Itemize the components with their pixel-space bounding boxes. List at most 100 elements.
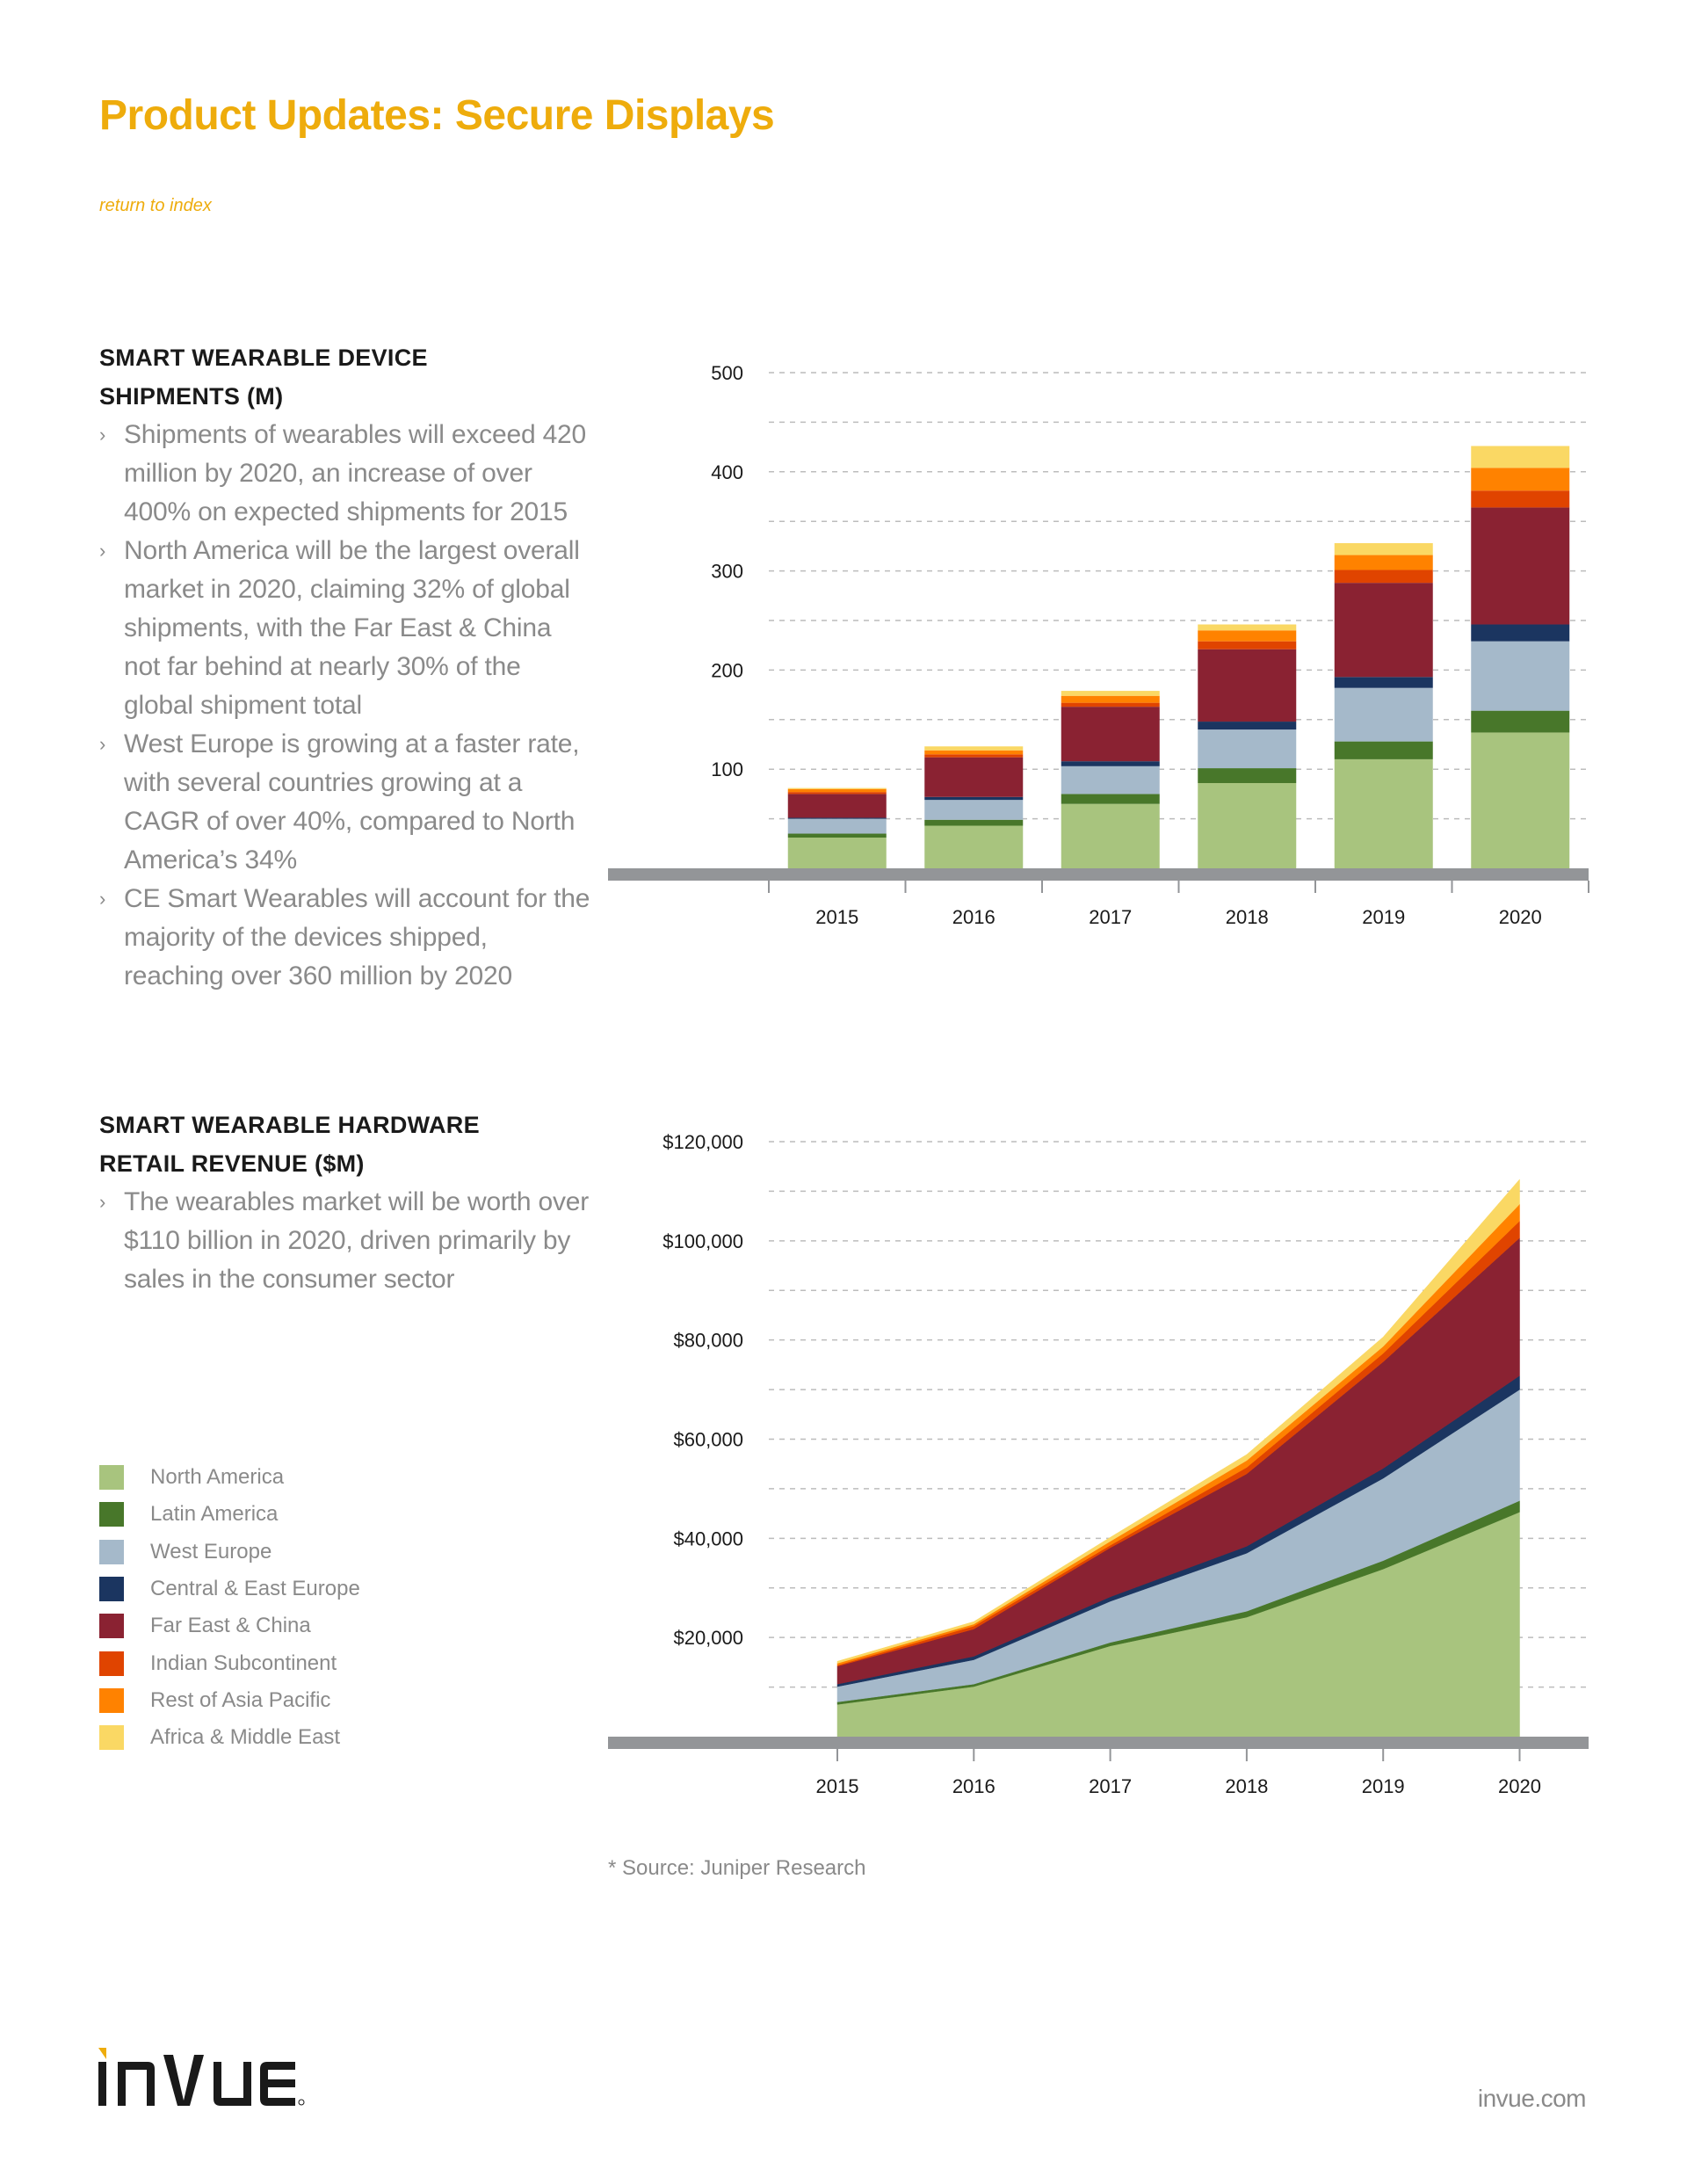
bar-segment-africa-middle-east <box>924 746 1024 751</box>
page-title: Product Updates: Secure Displays <box>99 92 775 139</box>
bar-segment-rest-of-asia-pacific <box>1471 468 1570 491</box>
bar-segment-indian-subcontinent <box>787 792 887 795</box>
chart-legend: North America Latin America West Europe Cen… <box>99 1459 360 1756</box>
x-tick-label: 2020 <box>1499 906 1542 928</box>
legend-label: Africa & Middle East <box>150 1725 341 1750</box>
bar-segment-latin-america <box>1061 794 1160 804</box>
legend-swatch <box>99 1502 124 1527</box>
bar-segment-latin-america <box>1471 710 1570 733</box>
x-tick-label: 2017 <box>1089 1775 1132 1797</box>
bullet-text: Shipments of wearables will exceed 420 m… <box>124 420 587 526</box>
bar-segment-latin-america <box>1334 741 1433 759</box>
legend-swatch <box>99 1577 124 1602</box>
legend-item: Indian Subcontinent <box>99 1644 360 1681</box>
shipments-section: SMART WEARABLE DEVICE SHIPMENTS (M) › Sh… <box>99 338 591 996</box>
bar-segment-indian-subcontinent <box>1061 702 1160 707</box>
bar-segment-africa-middle-east <box>1334 543 1433 555</box>
bar-segment-west-europe <box>1471 641 1570 711</box>
x-tick-label: 2015 <box>816 1775 859 1797</box>
shipments-bar-chart: 100 200 300 400 500 2015 2016 2017 2018 2019 2020 <box>608 362 1589 928</box>
return-to-index-link[interactable]: return to index <box>99 196 212 215</box>
bullet-item: › The wearables market will be worth over… <box>99 1183 591 1299</box>
legend-label: Rest of Asia Pacific <box>150 1687 331 1712</box>
bar-segment-far-east-china <box>924 757 1024 797</box>
section-heading-line: SMART WEARABLE HARDWARE <box>99 1112 480 1138</box>
chevron-right-icon: › <box>99 540 106 562</box>
legend-swatch <box>99 1687 124 1713</box>
chevron-right-icon: › <box>99 733 106 755</box>
bar-segment-far-east-china <box>1334 583 1433 678</box>
legend-label: North America <box>150 1465 285 1490</box>
bullet-item: › North America will be the largest overa… <box>99 532 591 725</box>
bar-segment-north-america <box>787 838 887 868</box>
legend-label: Far East & China <box>150 1614 311 1638</box>
y-tick-label: 100 <box>711 758 743 780</box>
bar-segment-central-east-europe <box>1471 624 1570 642</box>
y-tick-label: 400 <box>711 461 743 483</box>
bullet-item: › CE Smart Wearables will account for the… <box>99 880 591 996</box>
legend-item: Central & East Europe <box>99 1571 360 1607</box>
section-heading-line: RETAIL REVENUE ($M) <box>99 1150 365 1177</box>
bullet-text: North America will be the largest overal… <box>124 536 580 720</box>
bar-segment-west-europe <box>1334 687 1433 742</box>
bullet-text: West Europe is growing at a faster rate,… <box>124 729 580 874</box>
y-tick-label: $80,000 <box>673 1330 743 1352</box>
bar-segment-west-europe <box>1061 765 1160 795</box>
chevron-right-icon: › <box>99 424 106 446</box>
legend-swatch <box>99 1539 124 1564</box>
legend-item: Africa & Middle East <box>99 1719 360 1756</box>
bar-segment-rest-of-asia-pacific <box>1198 630 1297 642</box>
bar-segment-north-america <box>1061 803 1160 868</box>
bar-segment-rest-of-asia-pacific <box>787 788 887 793</box>
legend-item: Far East & China <box>99 1607 360 1644</box>
bar-segment-west-europe <box>787 818 887 834</box>
chevron-right-icon: › <box>99 888 106 910</box>
legend-swatch <box>99 1651 124 1676</box>
invue-logo <box>98 2048 415 2109</box>
bar-segment-far-east-china <box>787 794 887 818</box>
bar-segment-indian-subcontinent <box>1198 641 1297 649</box>
bullet-text: The wearables market will be worth over … <box>124 1187 590 1294</box>
bar-segment-north-america <box>1198 782 1297 868</box>
x-tick-label: 2020 <box>1498 1775 1541 1797</box>
y-tick-label: 500 <box>711 362 743 384</box>
legend-item: West Europe <box>99 1534 360 1571</box>
legend-label: Indian Subcontinent <box>150 1651 337 1675</box>
bullet-item: › Shipments of wearables will exceed 420… <box>99 416 591 532</box>
bar-segment-central-east-europe <box>787 817 887 819</box>
legend-label: Latin America <box>150 1502 279 1527</box>
y-tick-label: $120,000 <box>662 1131 743 1153</box>
legend-swatch <box>99 1725 124 1751</box>
bar-segment-africa-middle-east <box>1198 624 1297 631</box>
bar-segment-rest-of-asia-pacific <box>1061 695 1160 703</box>
source-note: * Source: Juniper Research <box>608 1856 866 1880</box>
bar-segment-north-america <box>1334 758 1433 868</box>
bar-segment-west-europe <box>924 800 1024 820</box>
legend-item: North America <box>99 1459 360 1496</box>
bar-segment-central-east-europe <box>924 796 1024 801</box>
y-tick-label: 300 <box>711 561 743 583</box>
y-tick-label: $40,000 <box>673 1527 743 1549</box>
bar-segment-indian-subcontinent <box>1334 570 1433 584</box>
bullet-item: › West Europe is growing at a faster rate… <box>99 725 591 880</box>
bar-segment-latin-america <box>924 819 1024 826</box>
website-link[interactable]: invue.com <box>1477 2085 1587 2112</box>
x-tick-label: 2018 <box>1226 906 1269 928</box>
bullet-text: CE Smart Wearables will account for the … <box>124 884 590 990</box>
revenue-area-chart: $20,000 $40,000 $60,000 $80,000 $100,000 $120… <box>608 1131 1589 1797</box>
section-heading: SMART WEARABLE HARDWARE RETAIL REVENUE (… <box>99 1106 591 1183</box>
bar-segment-latin-america <box>1198 768 1297 783</box>
legend-label: Central & East Europe <box>150 1577 360 1601</box>
y-tick-label: 200 <box>711 659 743 681</box>
bar-segment-far-east-china <box>1061 707 1160 762</box>
invue-logo-icon <box>98 2048 305 2106</box>
bar-segment-far-east-china <box>1471 507 1570 625</box>
bar-segment-rest-of-asia-pacific <box>1334 555 1433 570</box>
legend-label: West Europe <box>150 1539 272 1564</box>
x-tick-label: 2016 <box>952 906 996 928</box>
bar-segment-africa-middle-east <box>1061 691 1160 696</box>
y-tick-label: $60,000 <box>673 1429 743 1451</box>
revenue-section: SMART WEARABLE HARDWARE RETAIL REVENUE (… <box>99 1106 591 1299</box>
section-heading-line: SMART WEARABLE DEVICE <box>99 345 428 371</box>
chevron-right-icon: › <box>99 1191 106 1213</box>
